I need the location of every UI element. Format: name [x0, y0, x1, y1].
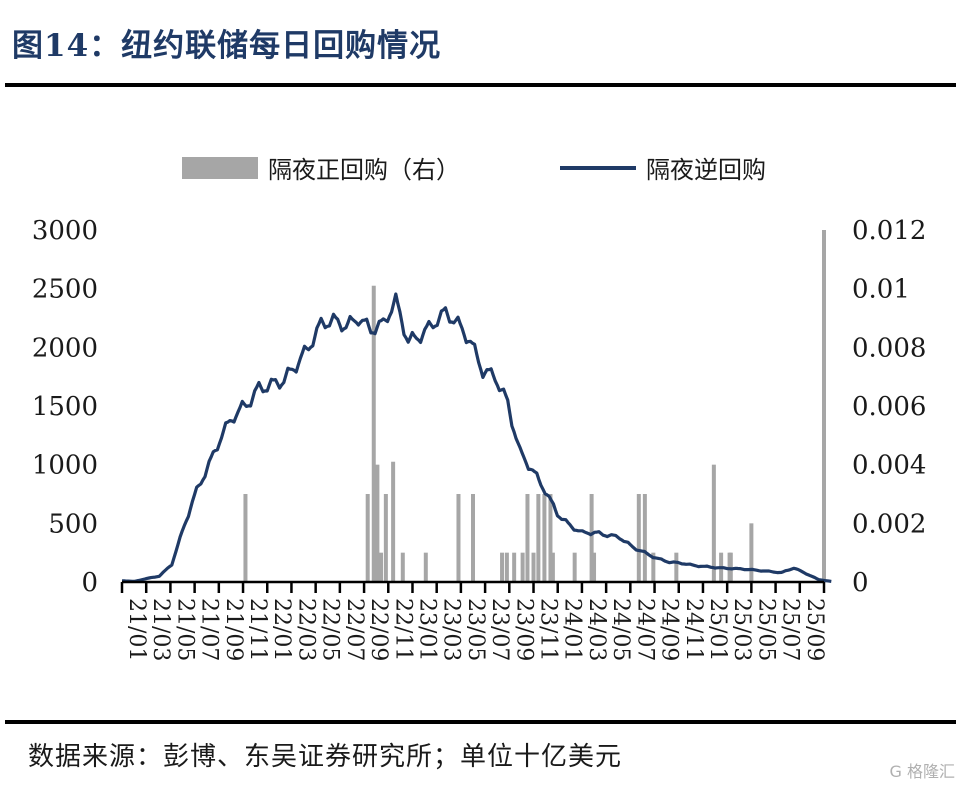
reverse-repo-line: [121, 292, 832, 583]
x-tick-label: 22/07: [342, 598, 367, 661]
x-tick-label: 21/09: [221, 598, 246, 661]
x-tick-label: 21/05: [172, 598, 197, 661]
repo-bar: [400, 552, 405, 582]
x-tick-label: 23/09: [511, 598, 536, 661]
repo-bar: [550, 552, 555, 582]
repo-bar: [423, 552, 428, 582]
repo-bar: [371, 285, 376, 582]
x-tick-label: 22/05: [318, 598, 343, 661]
y-right-tick-label: 0: [852, 568, 869, 598]
repo-bar: [379, 552, 384, 582]
repo-bar: [512, 552, 517, 582]
repo-bar: [542, 494, 547, 582]
legend-swatch-line: [560, 165, 636, 170]
repo-bar: [500, 552, 505, 582]
x-tick-label: 24/11: [681, 598, 706, 661]
repo-bar: [520, 552, 525, 582]
x-tick-label: 25/01: [705, 598, 730, 661]
repo-bar: [572, 552, 577, 582]
repo-bar: [749, 523, 754, 582]
x-tick-label: 25/05: [753, 598, 778, 661]
y-left-tick-label: 1500: [32, 392, 98, 422]
chart-legend: 隔夜正回购（右） 隔夜逆回购: [0, 150, 961, 184]
legend-item-reverse-repo: 隔夜逆回购: [560, 150, 766, 185]
y-left-tick-label: 3000: [32, 216, 98, 246]
repo-bar: [383, 494, 388, 582]
repo-bars: [243, 230, 826, 582]
legend-label-reverse-repo: 隔夜逆回购: [646, 156, 766, 184]
x-tick-label: 24/01: [560, 598, 585, 661]
repo-bar: [636, 494, 641, 582]
y-left-tick-label: 0: [81, 568, 98, 598]
y-right-tick-label: 0.006: [852, 392, 926, 422]
y-left-tick-label: 1000: [32, 451, 98, 481]
repo-bar: [536, 494, 541, 582]
repo-bar: [365, 494, 370, 582]
repo-bar: [674, 552, 679, 582]
y-right-tick-label: 0.008: [852, 333, 926, 363]
repo-bar: [651, 552, 656, 582]
figure-title: 图14：纽约联储每日回购情况: [12, 28, 442, 64]
x-tick-label: 24/03: [584, 598, 609, 661]
y-left-tick-label: 500: [48, 509, 98, 539]
y-axis-right: 0.012 0.01 0.008 0.006 0.004 0.002 0: [852, 216, 926, 598]
repo-bar: [375, 464, 380, 582]
x-tick-label: 25/03: [729, 598, 754, 661]
repo-bar: [456, 494, 461, 582]
x-tick-label: 22/11: [390, 598, 415, 661]
watermark: G 格隆汇: [889, 762, 956, 781]
repo-bar: [711, 464, 716, 582]
x-tick-label: 21/07: [197, 598, 222, 661]
x-tick-label: 24/07: [632, 598, 657, 661]
y-right-tick-label: 0.01: [852, 275, 910, 305]
x-tick-label: 24/09: [657, 598, 682, 661]
reverse-repo-line-layer: [121, 292, 832, 583]
x-tick-label: 22/09: [366, 598, 391, 661]
repo-bar: [504, 552, 509, 582]
repo-bar: [642, 494, 647, 582]
repo-bar: [592, 552, 597, 582]
repo-bar: [589, 494, 594, 582]
x-tick-label: 25/09: [802, 598, 827, 661]
repo-bar: [391, 461, 396, 582]
x-tick-label: 23/01: [415, 598, 440, 661]
x-tick-label: 23/11: [536, 598, 561, 661]
x-tick-label: 21/03: [148, 598, 173, 661]
y-right-tick-label: 0.002: [852, 509, 926, 539]
legend-item-repo: 隔夜正回购（右）: [182, 150, 460, 185]
bottom-rule: [5, 720, 956, 724]
repo-bar: [531, 552, 536, 582]
x-tick-label: 21/11: [245, 598, 270, 661]
repo-bar: [471, 494, 475, 582]
repo-bar: [525, 494, 530, 582]
y-right-tick-label: 0.012: [852, 216, 926, 246]
x-tick-label: 21/01: [124, 598, 149, 661]
x-axis: 21/01 21/03 21/05 21/07 21/09 21/11 22/01 22/03…: [120, 580, 827, 661]
repo-bar: [548, 494, 553, 582]
legend-label-repo: 隔夜正回购（右）: [268, 156, 460, 184]
x-tick-label: 23/05: [463, 598, 488, 661]
x-tick-label: 25/07: [778, 598, 803, 661]
y-left-tick-label: 2000: [32, 333, 98, 363]
source-note: 数据来源：彭博、东吴证券研究所；单位十亿美元: [28, 742, 623, 772]
x-tick-label: 23/07: [487, 598, 512, 661]
top-rule: [5, 83, 956, 87]
x-tick-label: 22/03: [293, 598, 318, 661]
repo-bar: [243, 494, 248, 582]
x-tick-label: 22/01: [269, 598, 294, 661]
y-axis-left: 3000 2500 2000 1500 1000 500 0: [32, 216, 98, 598]
y-left-tick-label: 2500: [32, 275, 98, 305]
repo-bar: [822, 230, 826, 582]
x-tick-label: 23/03: [439, 598, 464, 661]
legend-swatch-bar: [182, 156, 258, 179]
x-tick-label: 24/05: [608, 598, 633, 661]
y-right-tick-label: 0.004: [852, 451, 926, 481]
